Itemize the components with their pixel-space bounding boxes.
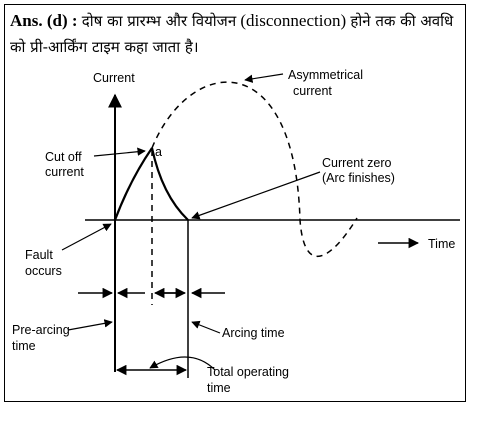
- answer-text-english: (disconnection): [240, 11, 347, 30]
- total-time-label-line2: time: [207, 381, 231, 395]
- arcing-pointer: [191, 320, 221, 334]
- answer-label: Ans. (d) :: [10, 11, 78, 30]
- total-time-label-line1: Total operating: [207, 365, 289, 379]
- y-axis-label: Current: [93, 71, 135, 85]
- fault-label-line2: occurs: [25, 264, 62, 278]
- pre-arcing-pointer: [67, 319, 113, 331]
- fault-label-line1: Fault: [25, 248, 53, 262]
- pre-arcing-label-line1: Pre-arcing: [12, 323, 70, 337]
- answer-text: Ans. (d) : दोष का प्रारम्भ और वियोजन (di…: [10, 8, 462, 60]
- cutoff-pointer: [93, 147, 146, 157]
- cutoff-label-line1: Cut off: [45, 150, 82, 164]
- x-axis-label: Time: [428, 237, 455, 251]
- total-time-pointer: [149, 356, 216, 371]
- asymmetrical-label-line1: Asymmetrical: [288, 68, 363, 82]
- arcing-current-curve: [150, 147, 189, 221]
- pre-arcing-label-line2: time: [12, 339, 36, 353]
- current-zero-pointer: [191, 171, 321, 220]
- asymmetrical-pointer: [244, 73, 284, 83]
- fault-current-curve: [113, 147, 153, 221]
- current-zero-label-line1: Current zero: [322, 156, 392, 170]
- cutoff-label-line2: current: [45, 165, 84, 179]
- asymmetrical-label-line2: current: [293, 84, 332, 98]
- answer-text-part2: होने तक की अवधि को प्री-आर्किंग टाइम कहा…: [10, 12, 454, 56]
- asymmetrical-current-curve: [151, 81, 358, 257]
- current-zero-label-line2: (Arc finishes): [322, 171, 395, 185]
- point-a-label: a: [155, 145, 162, 159]
- answer-text-part1: दोष का प्रारम्भ और वियोजन: [81, 12, 237, 30]
- arcing-time-label: Arcing time: [222, 326, 285, 340]
- fault-pointer: [61, 223, 112, 251]
